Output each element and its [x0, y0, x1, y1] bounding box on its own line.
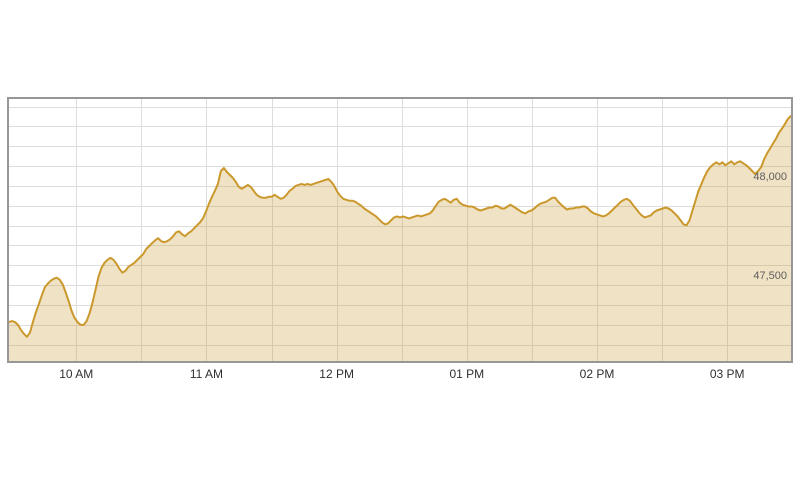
y-axis-label: 47,500	[753, 270, 787, 283]
x-axis-label: 03 PM	[709, 367, 745, 381]
x-axis-label: 11 AM	[189, 367, 223, 381]
x-axis-label: 10 AM	[59, 367, 94, 381]
intraday-index-chart: 48,000 47,500	[7, 97, 793, 363]
x-axis-label: 01 PM	[449, 367, 485, 381]
plot-svg	[9, 99, 791, 361]
price-line	[9, 114, 791, 338]
y-axis-label: 48,000	[753, 170, 787, 183]
x-axis-label: 02 PM	[579, 367, 615, 381]
area-fill	[9, 115, 791, 361]
x-axis-label: 12 PM	[319, 367, 354, 381]
